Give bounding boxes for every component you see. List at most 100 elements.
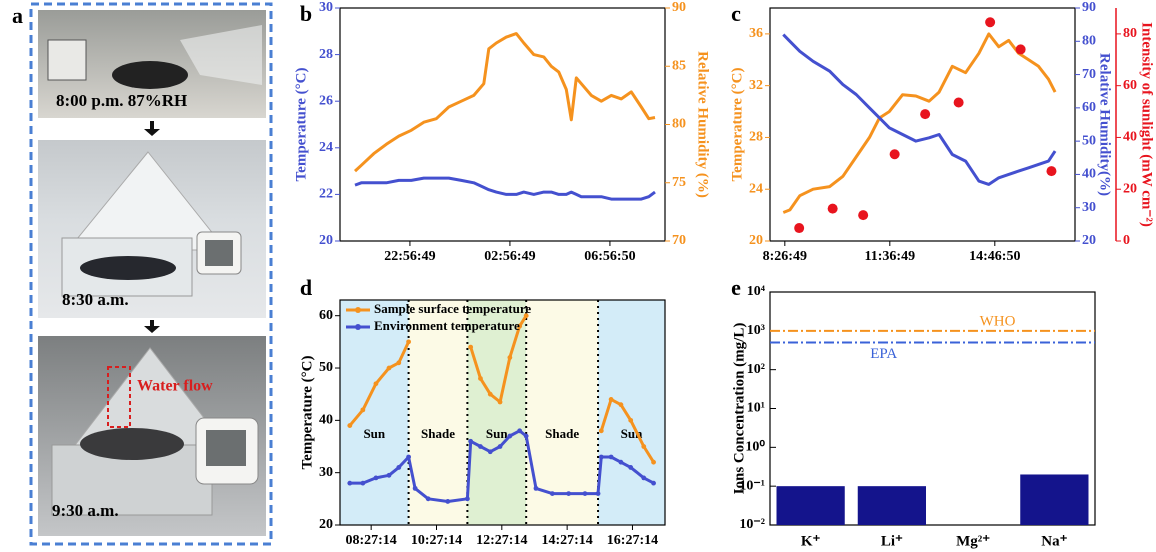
y-tick-label: 10³	[747, 323, 765, 338]
y-axis-title: Temperature (°C)	[299, 356, 315, 470]
data-point	[533, 485, 539, 491]
y2-tick-label: 90	[672, 0, 686, 15]
data-point	[985, 17, 996, 28]
panel-letter: d	[300, 275, 312, 300]
y-axis-title: Ions Concentration (mg/L)	[731, 323, 747, 495]
y2-tick-label: 85	[672, 58, 686, 73]
data-point	[953, 97, 964, 108]
data-point	[523, 313, 529, 319]
data-point	[396, 360, 402, 366]
data-point	[1046, 166, 1057, 177]
x-tick-label: 10:27:14	[411, 533, 462, 548]
series-line	[782, 33, 1057, 186]
data-point	[507, 433, 513, 439]
data-point	[628, 417, 634, 423]
x-tick-label: Na⁺	[1041, 533, 1067, 549]
data-point	[464, 496, 470, 502]
y-tick-label: 40	[319, 413, 333, 428]
region-label: Sun	[486, 426, 508, 441]
data-point	[412, 485, 418, 491]
y3-axis-title: Intensity of sunlight (mW cm⁻²)	[1139, 22, 1155, 227]
caption: 8:00 p.m. 87%RH	[56, 91, 187, 110]
y-tick-label: 36	[749, 26, 763, 41]
data-point	[641, 475, 647, 481]
data-point	[487, 391, 493, 397]
y-tick-label: 20	[319, 233, 333, 248]
arrow	[144, 320, 160, 333]
data-point	[651, 459, 656, 465]
x-tick-label: Mg²⁺	[956, 533, 990, 549]
y-tick-label: 30	[319, 465, 333, 480]
legend-label: Environment temperature	[374, 318, 520, 333]
x-tick-label: K⁺	[801, 533, 821, 549]
y3-tick-label: 0	[1123, 233, 1130, 248]
y-tick-label: 24	[319, 140, 333, 155]
data-point	[582, 491, 588, 497]
data-point	[373, 381, 379, 387]
region-label: Shade	[545, 426, 579, 441]
y2-tick-label: 70	[1082, 67, 1096, 82]
data-point	[478, 444, 483, 449]
y2-tick-label: 75	[672, 175, 686, 190]
legend-marker	[355, 307, 361, 313]
y-tick-label: 10⁴	[747, 284, 766, 299]
y-tick-label: 50	[319, 360, 333, 375]
caption: 9:30 a.m.	[52, 501, 119, 520]
y3-tick-label: 40	[1123, 130, 1137, 145]
y2-axis-title: Relative Humidity (%)	[695, 51, 711, 198]
data-point	[794, 223, 805, 234]
data-point	[487, 449, 493, 455]
data-point	[618, 459, 624, 465]
data-point	[889, 149, 900, 160]
panel-letter: a	[12, 3, 23, 28]
series-line	[349, 429, 655, 503]
data-point	[618, 402, 624, 408]
plot-frame	[339, 299, 666, 526]
region-label: Sun	[363, 426, 385, 441]
y-tick-label: 20	[319, 517, 333, 532]
y-tick-label: 20	[749, 233, 763, 248]
sample	[112, 61, 188, 89]
y2-tick-label: 80	[672, 117, 686, 132]
panel-border	[29, 2, 273, 546]
data-point	[373, 475, 379, 481]
data-point	[347, 480, 353, 486]
data-point	[497, 444, 503, 449]
x-tick-label: 16:27:14	[607, 533, 658, 548]
legend-label: Sample surface temperature	[374, 301, 531, 316]
data-point	[549, 491, 555, 497]
data-point	[827, 203, 838, 214]
data-point	[396, 465, 402, 470]
y2-tick-label: 90	[1082, 0, 1096, 15]
x-tick-label: 02:56:49	[484, 249, 535, 264]
y-tick-label: 22	[319, 187, 333, 202]
data-point	[497, 399, 503, 405]
x-tick-label: 08:27:14	[345, 533, 396, 548]
region	[526, 300, 599, 525]
x-tick-label: Li⁺	[881, 533, 903, 549]
y2-tick-label: 20	[1082, 233, 1096, 248]
y3-tick-label: 60	[1123, 78, 1137, 93]
series-line	[354, 176, 656, 201]
y-tick-label: 10⁻¹	[739, 478, 765, 493]
y-tick-label: 26	[319, 93, 333, 108]
data-point	[468, 438, 474, 444]
y-tick-label: 28	[749, 130, 763, 145]
data-point	[608, 397, 614, 402]
annotation: Water flow	[137, 378, 213, 395]
series-line	[353, 32, 656, 173]
panel-letter: e	[731, 275, 741, 300]
sensor	[47, 39, 87, 81]
y2-tick-label: 70	[672, 233, 686, 248]
x-tick-label: 14:46:50	[969, 249, 1020, 264]
y-axis-title: Temperature (°C)	[293, 68, 309, 182]
data-point	[507, 355, 513, 360]
region	[598, 300, 665, 525]
data-point	[360, 480, 366, 486]
data-point	[517, 428, 523, 434]
arrow	[144, 121, 160, 136]
y-tick-label: 10¹	[747, 401, 765, 416]
legend-marker	[355, 324, 361, 330]
y2-axis-title: Relative Humidity(%)	[1097, 53, 1113, 196]
